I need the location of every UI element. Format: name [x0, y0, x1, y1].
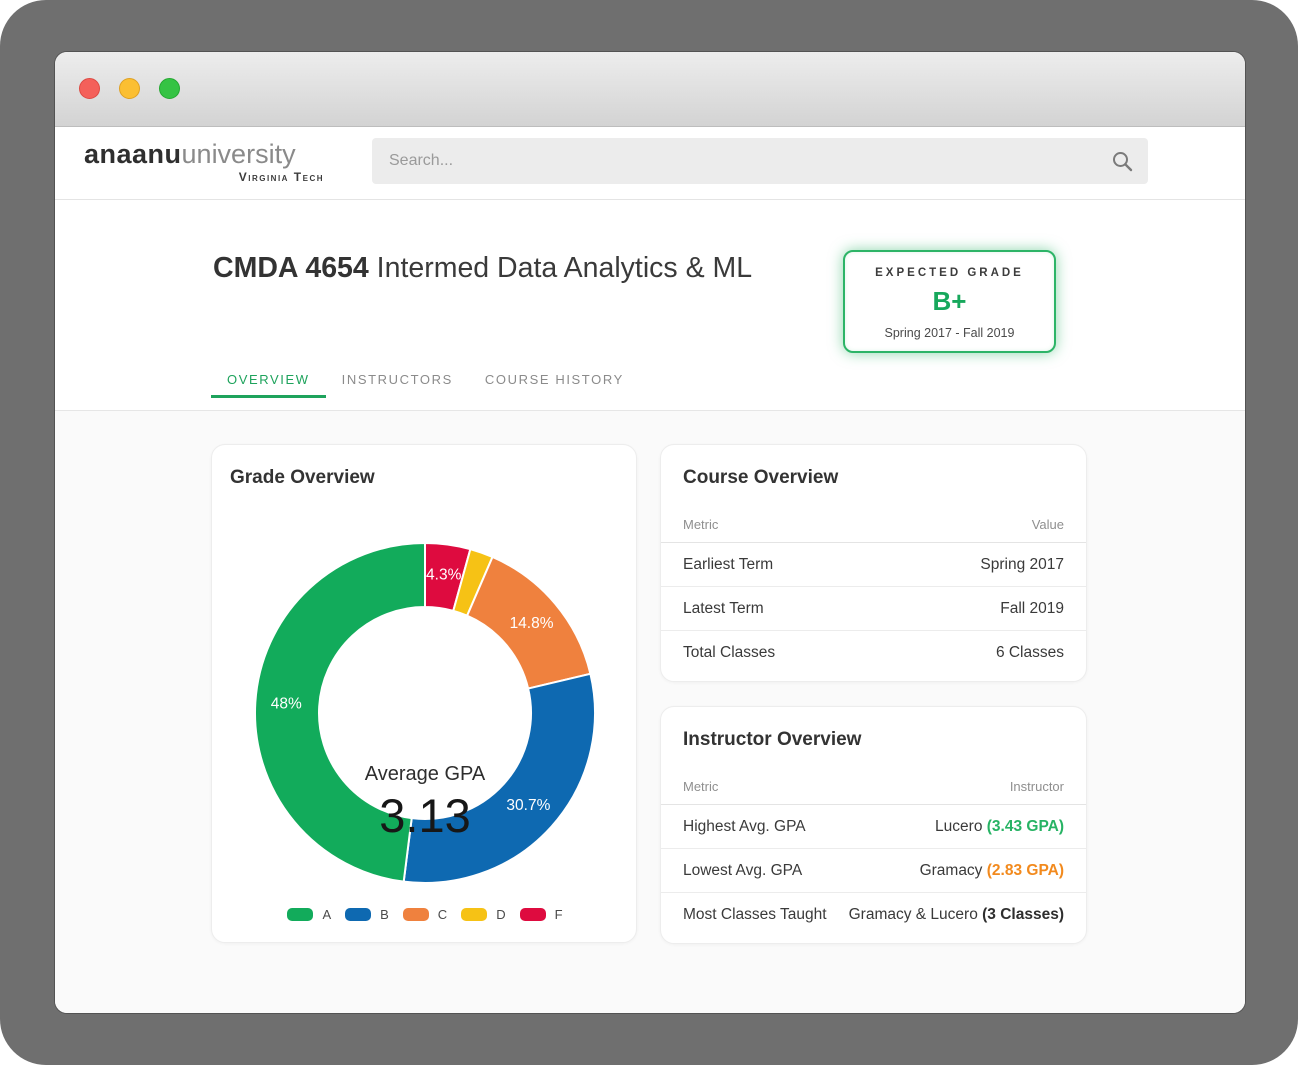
course-hero-section: CMDA 4654 Intermed Data Analytics & ML E… — [55, 200, 1245, 411]
close-button[interactable] — [79, 78, 100, 99]
legend-label-d: D — [496, 907, 506, 922]
column-header-instructor: Instructor — [1009, 779, 1064, 794]
legend-swatch-c — [402, 908, 429, 921]
course-overview-card: Course Overview Metric Value Earliest Te… — [660, 444, 1087, 682]
instructor-overview-card: Instructor Overview Metric Instructor Hi… — [660, 706, 1087, 944]
course-overview-table: Metric Value Earliest Term Spring 2017 L… — [661, 507, 1086, 675]
table-row: Most Classes Taught Gramacy & Lucero (3 … — [661, 893, 1086, 937]
instructor-name: Gramacy & Lucero — [848, 906, 983, 923]
table-row: Total Classes 6 Classes — [661, 631, 1086, 675]
slice-label-b: 30.7% — [506, 797, 550, 814]
tab-overview[interactable]: OVERVIEW — [211, 362, 326, 398]
gpa-highlight: (2.83 GPA) — [986, 861, 1064, 879]
table-row: Latest Term Fall 2019 — [661, 587, 1086, 631]
metric-most-classes-taught: Most Classes Taught — [683, 906, 827, 923]
table-header-row: Metric Value — [661, 507, 1086, 543]
tab-instructors[interactable]: INSTRUCTORS — [341, 372, 453, 387]
page-title: CMDA 4654 Intermed Data Analytics & ML — [213, 248, 803, 288]
instructor-overview-table: Metric Instructor Highest Avg. GPA Lucer… — [661, 769, 1086, 937]
table-row: Highest Avg. GPA Lucero (3.43 GPA) — [661, 805, 1086, 849]
value-earliest-term: Spring 2017 — [980, 555, 1064, 573]
value-highest-avg-gpa: Lucero (3.43 GPA) — [935, 818, 1064, 836]
value-most-classes-taught: Gramacy & Lucero (3 Classes) — [849, 906, 1064, 924]
metric-highest-avg-gpa: Highest Avg. GPA — [683, 817, 806, 835]
table-row: Lowest Avg. GPA Gramacy (2.83 GPA) — [661, 849, 1086, 893]
legend-swatch-d — [461, 908, 488, 921]
grade-donut-chart[interactable]: 4.3% 14.8% 30.7% 48% — [212, 541, 638, 891]
logo-brand-suffix: university — [181, 139, 296, 169]
legend-item-b[interactable]: B — [345, 907, 389, 922]
gpa-highlight: (3.43 GPA) — [986, 817, 1064, 835]
course-overview-title: Course Overview — [683, 467, 839, 488]
value-total-classes: 6 Classes — [995, 644, 1064, 661]
course-tabs: OVERVIEW INSTRUCTORS COURSE HISTORY — [211, 362, 640, 398]
metric-total-classes: Total Classes — [683, 644, 776, 661]
course-code: CMDA 4654 — [213, 252, 369, 284]
classes-highlight: (3 Classes) — [982, 906, 1064, 923]
expected-grade-label: EXPECTED GRADE — [875, 267, 1024, 279]
tab-course-history[interactable]: COURSE HISTORY — [484, 372, 624, 387]
app-window: anaanuuniversity Virginia Tech CMDA 4654… — [55, 52, 1245, 1013]
slice-label-f: 4.3% — [426, 566, 462, 583]
expected-grade-card: EXPECTED GRADE B+ Spring 2017 - Fall 201… — [843, 250, 1056, 353]
donut-slice-a[interactable] — [254, 541, 426, 883]
titlebar — [55, 52, 1245, 127]
legend-swatch-b — [345, 908, 372, 921]
column-header-value: Value — [1031, 517, 1064, 532]
logo-brand: anaanu — [84, 139, 182, 169]
site-logo[interactable]: anaanuuniversity Virginia Tech — [84, 139, 324, 184]
legend-item-d[interactable]: D — [461, 907, 506, 922]
column-header-metric: Metric — [683, 779, 719, 794]
legend-swatch-f — [519, 908, 546, 921]
donut-slice-b[interactable] — [402, 672, 596, 884]
zoom-button[interactable] — [159, 78, 180, 99]
table-row: Earliest Term Spring 2017 — [661, 543, 1086, 587]
legend-swatch-a — [287, 908, 314, 921]
overview-content: Grade Overview 4.3% 14.8% 30.7% 48% Average… — [55, 411, 1245, 1013]
legend-label-b: B — [380, 907, 389, 922]
metric-lowest-avg-gpa: Lowest Avg. GPA — [683, 861, 803, 879]
grade-legend: A B C D F — [212, 907, 638, 922]
logo-school-name: Virginia Tech — [238, 170, 324, 184]
legend-item-c[interactable]: C — [402, 907, 448, 922]
legend-item-f[interactable]: F — [519, 907, 563, 922]
expected-grade-term-range: Spring 2017 - Fall 2019 — [884, 326, 1015, 340]
site-header: anaanuuniversity Virginia Tech — [55, 127, 1245, 200]
search-icon[interactable] — [1110, 149, 1134, 173]
table-header-row: Metric Instructor — [661, 769, 1086, 805]
legend-label-a: A — [322, 907, 332, 922]
slice-label-c: 14.8% — [510, 615, 554, 632]
value-lowest-avg-gpa: Gramacy (2.83 GPA) — [920, 862, 1064, 880]
search-input[interactable] — [372, 138, 1148, 184]
grade-overview-card: Grade Overview 4.3% 14.8% 30.7% 48% Average… — [211, 444, 637, 943]
value-latest-term: Fall 2019 — [1000, 599, 1064, 617]
instructor-name: Gramacy — [919, 861, 987, 879]
legend-item-a[interactable]: A — [287, 907, 331, 922]
search-bar — [372, 138, 1148, 184]
grade-overview-title: Grade Overview — [230, 467, 375, 488]
column-header-metric: Metric — [683, 517, 719, 532]
slice-label-a: 48% — [271, 695, 302, 712]
instructor-overview-title: Instructor Overview — [683, 729, 862, 750]
legend-label-c: C — [437, 907, 448, 922]
course-name: Intermed Data Analytics & ML — [376, 252, 753, 284]
minimize-button[interactable] — [119, 78, 140, 99]
metric-latest-term: Latest Term — [683, 599, 764, 617]
legend-label-f: F — [554, 907, 563, 922]
metric-earliest-term: Earliest Term — [683, 555, 774, 573]
expected-grade-value: B+ — [932, 286, 967, 316]
instructor-name: Lucero — [935, 817, 987, 835]
